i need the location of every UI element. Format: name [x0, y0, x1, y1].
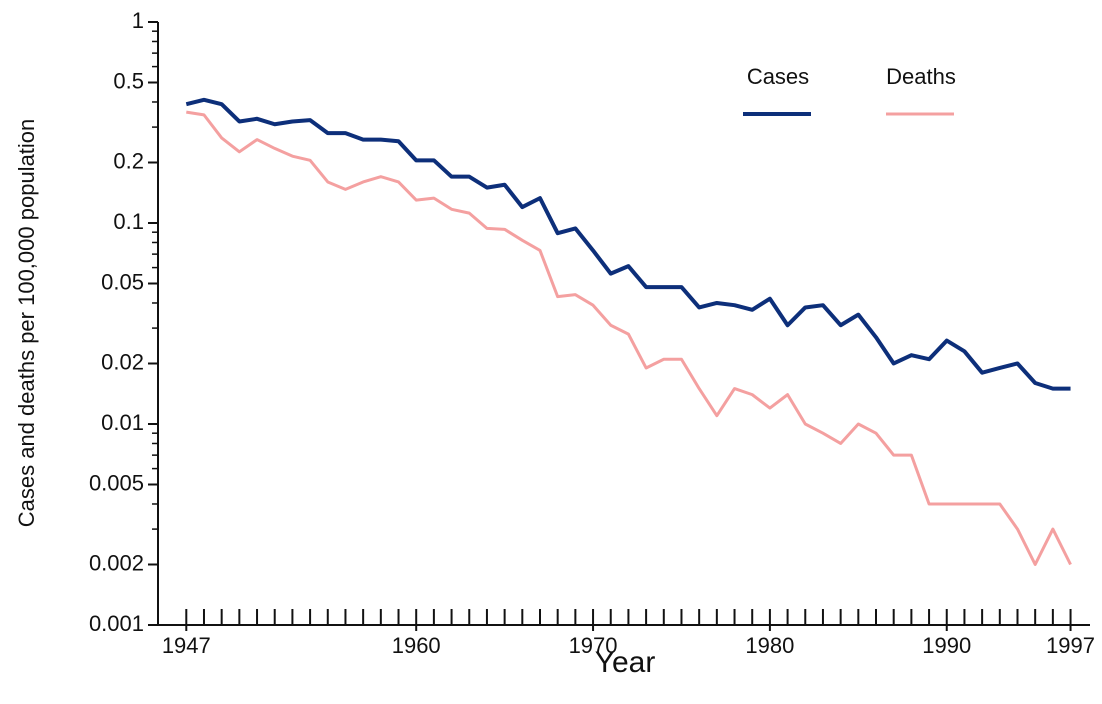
x-tick-label: 1947: [162, 633, 211, 658]
y-tick-label: 0.5: [113, 68, 144, 93]
y-tick-label: 0.05: [101, 269, 144, 294]
y-tick-label: 0.1: [113, 209, 144, 234]
legend-label: Cases: [747, 64, 809, 89]
y-tick-label: 0.2: [113, 148, 144, 173]
y-axis-label: Cases and deaths per 100,000 population: [14, 119, 39, 528]
y-tick-label: 0.02: [101, 349, 144, 374]
y-tick-label: 1: [132, 8, 144, 33]
x-tick-label: 1980: [745, 633, 794, 658]
series-line: [186, 110, 1072, 566]
legend-label: Deaths: [886, 64, 956, 89]
y-tick-label: 0.01: [101, 410, 144, 435]
y-tick-label: 0.002: [89, 550, 144, 575]
x-tick-label: 1990: [922, 633, 971, 658]
x-tick-label: 1997: [1046, 633, 1095, 658]
x-tick-label: 1960: [392, 633, 441, 658]
series-line: [185, 97, 1071, 391]
x-axis-label: Year: [595, 646, 656, 679]
y-tick-label: 0.005: [89, 470, 144, 495]
x-tick-label: 1970: [569, 633, 618, 658]
y-tick-label: 0.001: [89, 611, 144, 636]
